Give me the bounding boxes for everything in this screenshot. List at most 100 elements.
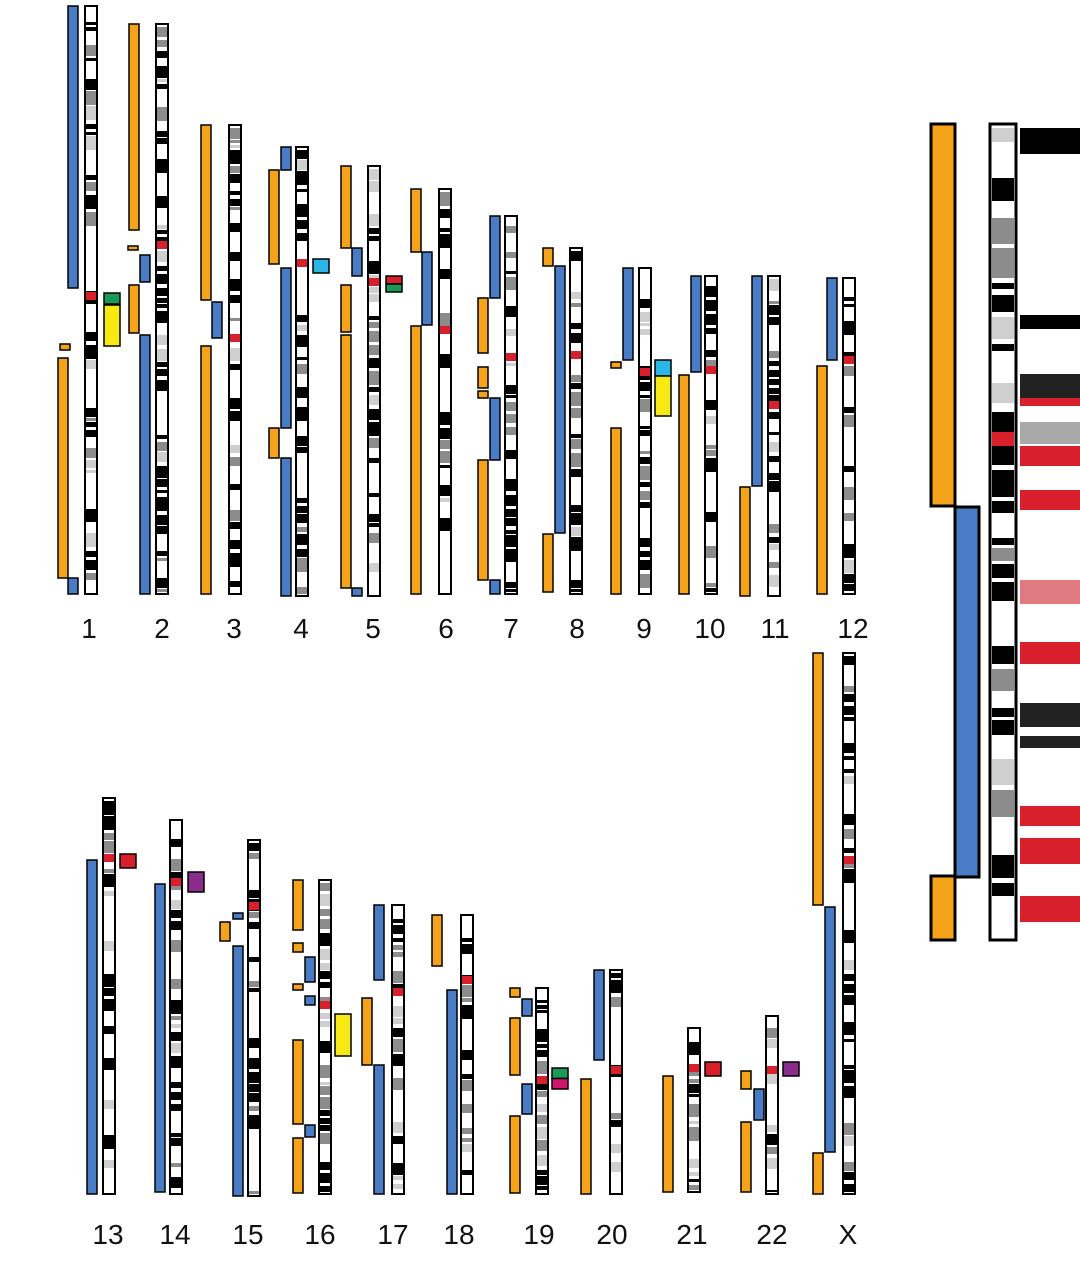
- cytoband: [230, 398, 240, 409]
- cytoband: [767, 1158, 777, 1169]
- cytoband: [369, 236, 379, 241]
- chromosome-group: [57, 5, 856, 1197]
- cytoband: [369, 523, 379, 527]
- detail-cytoband: [992, 582, 1014, 601]
- cytoband: [640, 426, 650, 429]
- marker-box: [385, 283, 403, 293]
- cytoband: [393, 945, 403, 950]
- cytoband: [86, 430, 96, 437]
- chrom-label-1: 1: [81, 613, 97, 644]
- cytoband: [157, 479, 167, 487]
- orange-segment: [292, 1137, 304, 1194]
- centromere: [462, 976, 472, 984]
- cytoband: [769, 279, 779, 291]
- cytoband: [462, 938, 472, 942]
- ideogram-outline: [438, 188, 452, 595]
- orange-segment: [361, 997, 373, 1066]
- chrom-label-6: 6: [438, 613, 454, 644]
- chromosome-labels: 1 2 3 4 5 6 7 8 9 10 11 12 13 14 15 16 1…: [81, 613, 868, 1250]
- cytoband: [86, 22, 96, 25]
- detail-cytoband: [992, 178, 1014, 201]
- cytoband: [369, 493, 379, 497]
- cytoband: [844, 974, 854, 981]
- orange-segment: [509, 1017, 521, 1076]
- chromosome-17: [361, 904, 405, 1195]
- cytoband: [320, 1173, 330, 1183]
- cytoband: [320, 1097, 330, 1109]
- orange-segment: [431, 914, 443, 967]
- cytoband: [86, 106, 96, 120]
- cytoband: [769, 317, 779, 325]
- centromere: [86, 292, 96, 300]
- cytoband: [104, 1026, 114, 1034]
- blue-segment: [489, 397, 501, 461]
- cytoband: [440, 228, 450, 232]
- cytoband: [86, 460, 96, 468]
- detail-cytoband: [992, 564, 1014, 578]
- cytoband: [86, 136, 96, 150]
- cytoband: [440, 518, 450, 531]
- chrom-label-16: 16: [304, 1219, 335, 1250]
- cytoband: [320, 1125, 330, 1131]
- blue-segment: [690, 275, 702, 373]
- cytoband: [689, 1084, 699, 1093]
- orange-segment: [580, 1078, 592, 1195]
- orange-segment: [477, 390, 489, 399]
- cytoband: [506, 549, 516, 562]
- cytoband: [369, 563, 379, 572]
- cytoband: [369, 169, 379, 180]
- marker-box: [334, 1013, 352, 1057]
- cytoband: [506, 509, 516, 517]
- blue-segment: [280, 146, 292, 171]
- chrom-label-12: 12: [837, 613, 868, 644]
- cytoband: [462, 1144, 472, 1152]
- cytoband: [769, 575, 779, 587]
- cytoband: [297, 436, 307, 446]
- centromere: [230, 334, 240, 342]
- cytoband: [706, 350, 716, 357]
- cytoband: [769, 351, 779, 358]
- cytoband: [393, 1028, 403, 1037]
- cytoband: [104, 816, 114, 830]
- blue-segment: [751, 275, 763, 487]
- cytoband: [369, 294, 379, 302]
- cytoband: [769, 537, 779, 543]
- ideogram-outline: [609, 969, 623, 1195]
- cytoband: [844, 769, 854, 773]
- cytoband: [297, 447, 307, 453]
- cytoband: [571, 292, 581, 299]
- cytoband: [157, 497, 167, 511]
- cytoband: [157, 466, 167, 478]
- cytoband: [320, 949, 330, 960]
- cytoband: [249, 853, 259, 859]
- detail-annotation-bar: [1020, 315, 1080, 329]
- cytoband: [249, 1106, 259, 1111]
- cytoband: [249, 890, 259, 898]
- cytoband: [86, 58, 96, 61]
- cytoband: [571, 392, 581, 406]
- cytoband: [611, 997, 621, 1007]
- cytoband: [369, 533, 379, 543]
- cytoband: [844, 407, 854, 413]
- cytoband: [640, 312, 650, 322]
- cytoband: [571, 537, 581, 551]
- cytoband: [769, 544, 779, 550]
- cytoband: [320, 883, 330, 891]
- cytoband: [369, 261, 379, 274]
- cytoband: [230, 318, 240, 321]
- cytoband: [537, 1170, 547, 1175]
- cytoband: [297, 357, 307, 360]
- blue-segment: [139, 334, 151, 595]
- cytoband: [297, 506, 307, 513]
- marker-box: [782, 1061, 800, 1077]
- orange-segment: [740, 1121, 752, 1193]
- cytoband: [611, 980, 621, 993]
- cytoband: [157, 27, 167, 37]
- centromere: [689, 1064, 699, 1072]
- cytoband: [104, 869, 114, 873]
- orange-segment: [816, 365, 828, 595]
- cytoband: [393, 1163, 403, 1175]
- cytoband: [844, 1086, 854, 1098]
- cytoband: [230, 145, 240, 148]
- orange-segment: [812, 1152, 824, 1195]
